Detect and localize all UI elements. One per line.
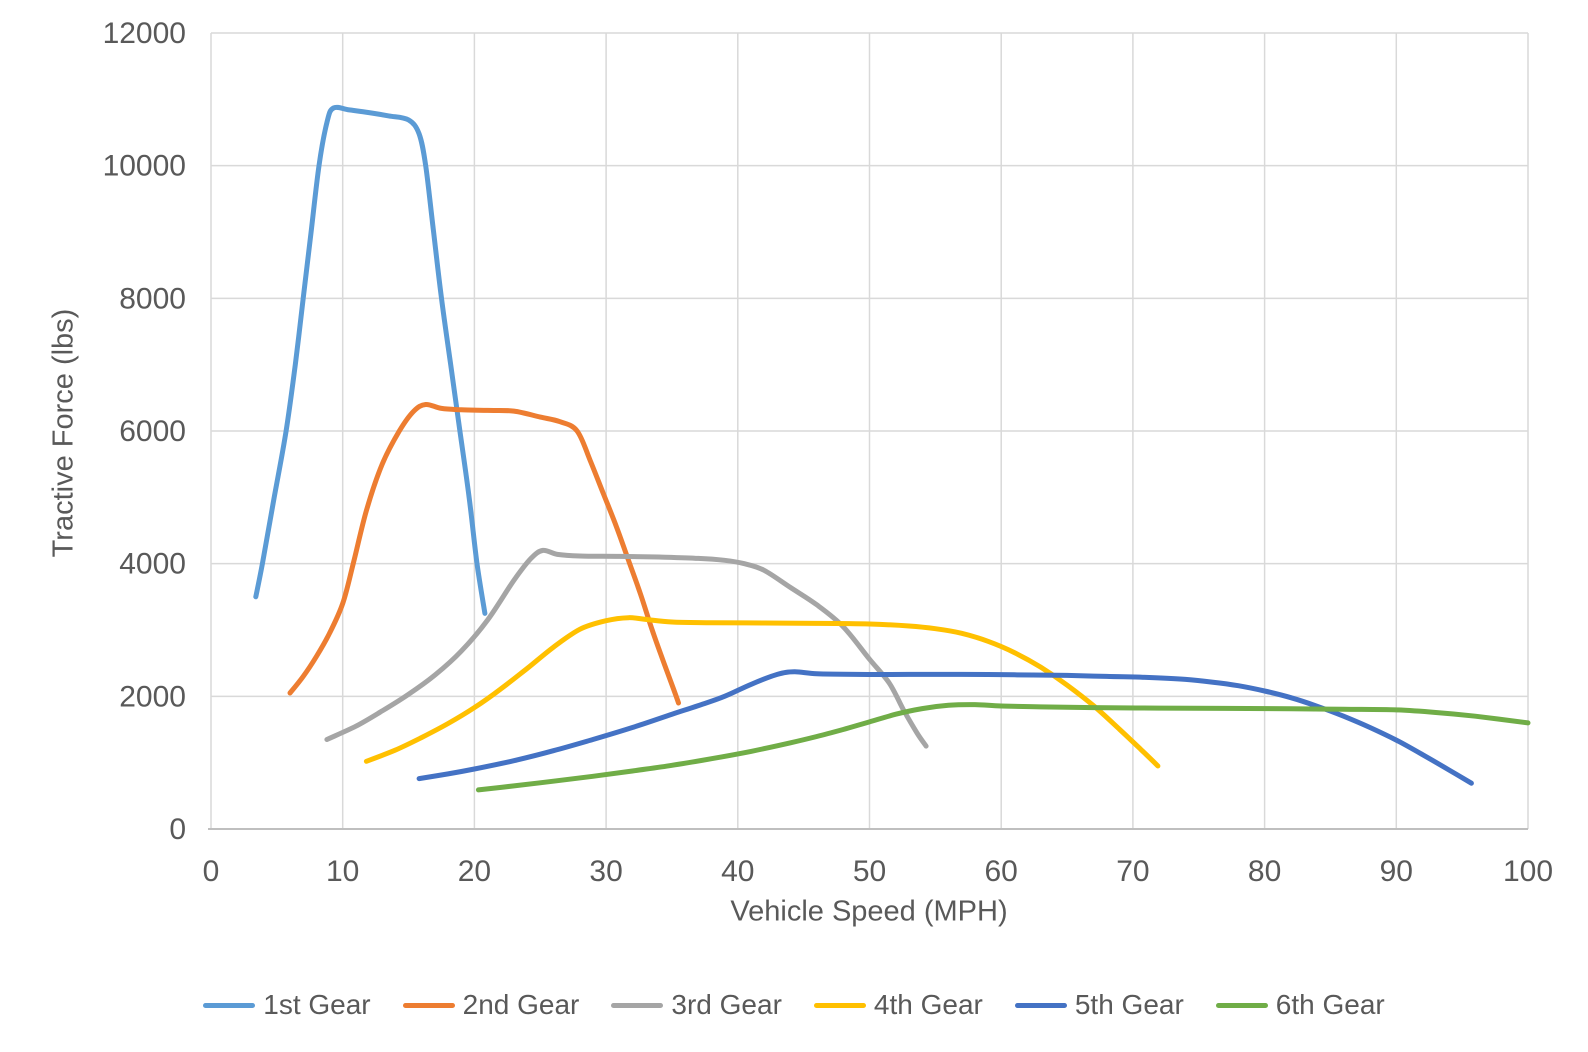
legend-swatch-1st-gear [203,1002,256,1008]
legend-label-3rd-gear: 3rd Gear [671,989,782,1020]
legend-label-2nd-gear: 2nd Gear [462,989,580,1020]
x-tick-label: 80 [1248,855,1281,888]
legend-item-2nd-gear: 2nd Gear [395,991,588,1019]
y-tick-label: 4000 [119,548,186,581]
legend-swatch-6th-gear [1215,1002,1268,1008]
legend-label-6th-gear: 6th Gear [1275,989,1385,1020]
series-line-5th-gear [416,669,1474,786]
legend-item-3rd-gear: 3rd Gear [603,991,790,1019]
legend-swatch-2nd-gear [402,1002,455,1008]
y-tick-label: 8000 [119,282,186,315]
x-tick-label: 20 [458,855,491,888]
x-tick-label: 0 [203,855,220,888]
legend-label-4th-gear: 4th Gear [873,989,983,1020]
legend-item-6th-gear: 6th Gear [1208,991,1393,1019]
x-tick-label: 70 [1116,855,1149,888]
legend-item-1st-gear: 1st Gear [195,991,378,1019]
x-tick-label: 100 [1503,855,1553,888]
y-tick-label: 0 [169,813,186,846]
x-tick-label: 90 [1380,855,1413,888]
y-tick-label: 6000 [119,415,186,448]
y-tick-label: 2000 [119,680,186,713]
x-tick-label: 40 [721,855,754,888]
legend-swatch-4th-gear [813,1002,866,1008]
y-tick-label: 12000 [103,17,186,50]
x-axis-title: Vehicle Speed (MPH) [730,895,1008,928]
series-line-3rd-gear [324,547,929,749]
legend-label-1st-gear: 1st Gear [263,989,371,1020]
y-tick-label: 10000 [103,150,186,183]
legend-item-5th-gear: 5th Gear [1007,991,1192,1019]
y-axis-title: Tractive Force (lbs) [47,308,80,558]
series-line-4th-gear [363,615,1161,769]
legend-label-5th-gear: 5th Gear [1074,989,1184,1020]
series-line-6th-gear [475,702,1531,793]
legend-swatch-3rd-gear [611,1002,664,1008]
legend-swatch-5th-gear [1014,1002,1067,1008]
x-tick-label: 60 [985,855,1018,888]
series-line-2nd-gear [287,401,681,706]
x-tick-label: 50 [853,855,886,888]
legend-item-4th-gear: 4th Gear [806,991,991,1019]
x-tick-label: 10 [326,855,359,888]
x-tick-label: 30 [589,855,622,888]
legend: 1st Gear 2nd Gear 3rd Gear 4th Gear 5th Gear… [0,983,1588,1027]
series-line-1st-gear [253,104,488,616]
